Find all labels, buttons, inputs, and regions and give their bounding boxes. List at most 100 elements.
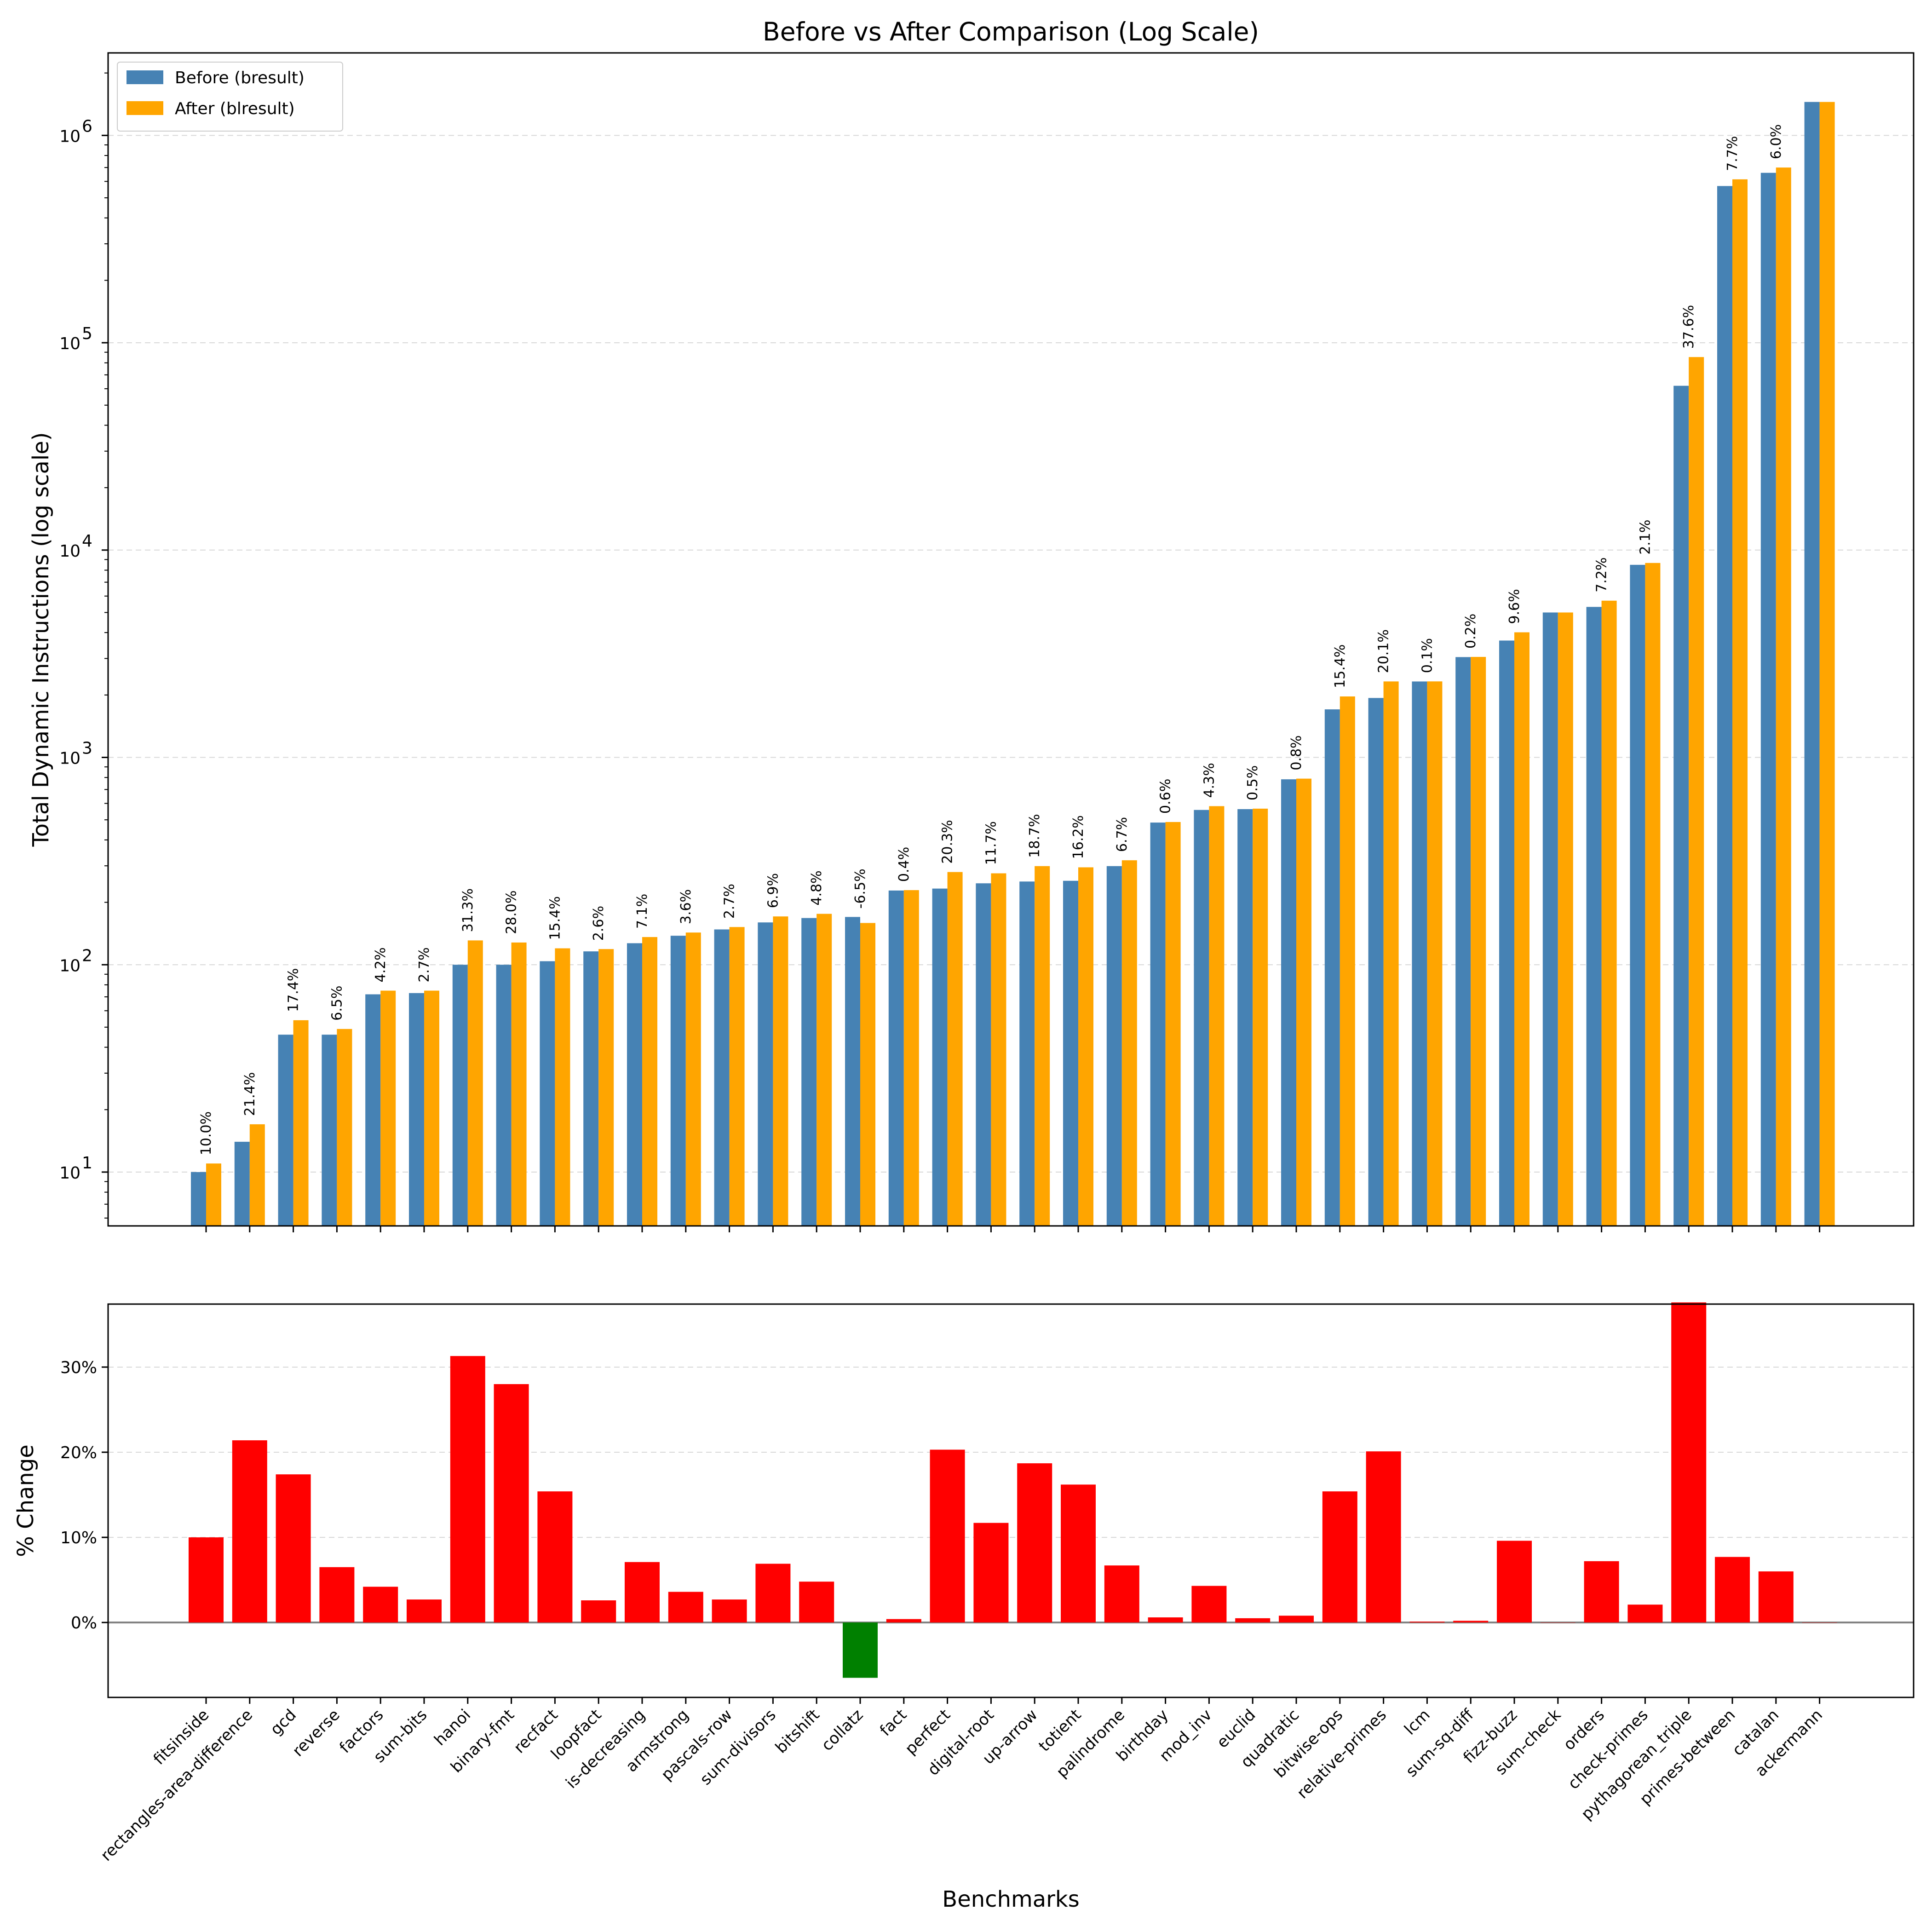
legend-swatch-after — [126, 101, 163, 115]
bottom-y-ticks: 0% 10% 20% 30% — [60, 1358, 108, 1633]
change-bar-factors — [363, 1587, 398, 1623]
data-label-quadratic: 0.8% — [1288, 735, 1305, 770]
bar-after-factors — [380, 990, 396, 1226]
change-bar-sum-bits — [407, 1599, 442, 1623]
top-y-tick-exponent: 3 — [82, 739, 92, 758]
change-bar-rectangles-area-difference — [232, 1440, 267, 1623]
data-label-bitwise-ops: 15.4% — [1332, 644, 1348, 688]
bottom-bars — [189, 1302, 1837, 1678]
data-label-reverse: 6.5% — [329, 986, 345, 1021]
bar-before-quadratic — [1281, 779, 1296, 1226]
bar-after-fizz-buzz — [1514, 632, 1530, 1226]
top-y-tick-label: 10 — [59, 956, 80, 975]
bar-after-ackermann — [1819, 102, 1835, 1226]
data-label-sum-bits: 2.7% — [416, 947, 432, 982]
bar-before-fitsinside — [191, 1172, 206, 1226]
change-bar-loopfact — [581, 1600, 616, 1623]
bar-before-sum-sq-diff — [1455, 657, 1471, 1226]
data-label-relative-primes: 20.1% — [1376, 629, 1392, 673]
bar-before-orders — [1586, 607, 1602, 1226]
legend-swatch-before — [126, 70, 163, 84]
change-bar-euclid — [1235, 1618, 1271, 1623]
data-label-collatz: -6.5% — [852, 868, 868, 908]
data-label-fitsinside: 10.0% — [198, 1111, 214, 1155]
bar-before-perfect — [932, 888, 948, 1226]
bar-after-loopfact — [598, 949, 614, 1226]
bar-after-pascals-row — [729, 927, 745, 1226]
legend-label-after: After (blresult) — [175, 99, 295, 118]
change-bar-fact — [886, 1619, 921, 1623]
change-bar-perfect — [930, 1449, 965, 1623]
top-y-tick-exponent: 5 — [82, 324, 92, 343]
change-bar-bitwise-ops — [1322, 1491, 1357, 1623]
bar-before-pascals-row — [714, 929, 730, 1226]
data-label-is-decreasing: 7.1% — [634, 894, 650, 929]
bar-before-euclid — [1237, 809, 1253, 1226]
change-bar-ackermann — [1802, 1622, 1837, 1623]
data-label-armstrong: 3.6% — [678, 889, 694, 924]
bar-after-is-decreasing — [642, 937, 657, 1226]
data-label-totient: 16.2% — [1070, 815, 1087, 859]
change-bar-sum-divisors — [755, 1564, 791, 1623]
x-axis-label: Benchmarks — [942, 1886, 1079, 1912]
bar-after-lcm — [1427, 681, 1443, 1226]
data-label-gcd: 17.4% — [286, 968, 302, 1012]
bar-before-totient — [1063, 880, 1078, 1226]
top-y-tick-exponent: 4 — [82, 532, 92, 551]
data-label-palindrome: 6.7% — [1114, 817, 1130, 852]
bar-after-fitsinside — [206, 1163, 221, 1226]
bar-after-sum-bits — [424, 990, 439, 1226]
bar-after-bitwise-ops — [1340, 696, 1355, 1226]
top-bars — [191, 102, 1835, 1226]
bar-after-recfact — [555, 948, 570, 1226]
change-bar-orders — [1584, 1561, 1619, 1623]
legend-box — [117, 62, 343, 132]
bottom-y-tick-label: 30% — [60, 1358, 97, 1377]
top-y-tick-label: 10 — [59, 334, 80, 353]
change-bar-primes-between — [1715, 1557, 1750, 1623]
top-y-tick-label: 10 — [59, 542, 80, 561]
bottom-plot-frame — [107, 1303, 1915, 1698]
bar-before-binary-fmt — [496, 965, 512, 1226]
data-label-bitshift: 4.8% — [809, 870, 825, 905]
change-bar-binary-fmt — [494, 1384, 529, 1623]
data-label-recfact: 15.4% — [547, 896, 563, 940]
data-label-pythagorean-triple: 37.6% — [1681, 305, 1697, 349]
bar-before-ackermann — [1804, 102, 1820, 1226]
bar-before-hanoi — [452, 965, 468, 1226]
bar-after-fact — [903, 890, 919, 1226]
bar-after-sum-check — [1558, 612, 1573, 1226]
bottom-y-tick-label: 20% — [60, 1443, 97, 1462]
change-bar-quadratic — [1279, 1616, 1314, 1623]
change-bar-pythagorean-triple — [1671, 1302, 1707, 1623]
data-label-catalan: 6.0% — [1768, 124, 1784, 159]
data-label-up-arrow: 18.7% — [1027, 814, 1043, 858]
legend: Before (bresult) After (blresult) — [117, 62, 343, 132]
bar-before-lcm — [1412, 681, 1427, 1226]
legend-label-before: Before (bresult) — [175, 69, 305, 87]
bar-before-is-decreasing — [627, 943, 642, 1226]
bar-before-sum-bits — [409, 993, 424, 1226]
bar-after-totient — [1078, 867, 1093, 1226]
bottom-y-tick-label: 0% — [71, 1614, 97, 1633]
data-label-factors: 4.2% — [373, 947, 389, 982]
data-label-loopfact: 2.6% — [591, 906, 607, 941]
bar-before-gcd — [278, 1035, 293, 1226]
bar-after-orders — [1601, 600, 1617, 1226]
bar-after-quadratic — [1296, 778, 1311, 1226]
bar-before-relative-primes — [1368, 698, 1384, 1226]
bar-before-check-primes — [1630, 564, 1645, 1226]
bar-after-birthday — [1165, 822, 1181, 1226]
bar-before-pythagorean-triple — [1673, 385, 1689, 1226]
bar-after-reverse — [337, 1029, 352, 1226]
data-label-binary-fmt: 28.0% — [504, 891, 520, 934]
data-label-birthday: 0.6% — [1158, 779, 1174, 814]
bar-before-bitshift — [801, 918, 817, 1226]
chart-title: Before vs After Comparison (Log Scale) — [763, 17, 1259, 46]
bar-before-recfact — [540, 961, 555, 1226]
data-label-fact: 0.4% — [896, 847, 912, 882]
change-bar-digital-root — [973, 1523, 1009, 1623]
bar-before-reverse — [322, 1035, 337, 1226]
top-y-tick-exponent: 6 — [82, 117, 92, 136]
